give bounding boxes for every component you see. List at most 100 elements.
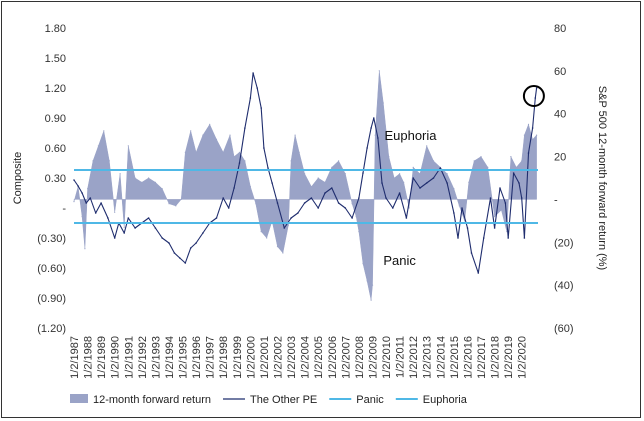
area-point — [515, 166, 517, 168]
area-point — [480, 156, 482, 158]
area-point — [393, 177, 395, 179]
line-point — [283, 227, 286, 229]
legend-swatch-12-month-forward-return — [70, 394, 88, 403]
right-axis-title: S&P 500 12-month forward return (%) — [596, 86, 608, 270]
area-point — [378, 70, 380, 72]
x-tick-label: 1/2/1993 — [150, 336, 162, 379]
line-point — [499, 187, 501, 189]
legend-label-12-month-forward-return: 12-month forward return — [93, 394, 211, 406]
x-tick-label: 1/2/2002 — [273, 336, 285, 379]
legend-label-panic: Panic — [356, 394, 384, 406]
area-point — [287, 224, 289, 226]
right-tick-label: (60) — [554, 323, 574, 335]
area-point — [87, 188, 89, 190]
area-point — [195, 151, 197, 153]
line-point — [276, 202, 279, 204]
series-area-12-month-forward-return — [73, 70, 537, 301]
right-tick-label: 60 — [554, 66, 566, 78]
x-tick-label: 1/2/2001 — [259, 336, 271, 379]
line-point — [202, 232, 204, 234]
line-point — [134, 227, 136, 229]
area-point — [374, 134, 376, 136]
line-point — [482, 237, 485, 239]
line-point — [73, 179, 75, 181]
area-point — [324, 181, 326, 183]
area-point — [351, 203, 353, 205]
line-point — [260, 107, 263, 109]
area-point — [84, 248, 86, 250]
area-point — [366, 280, 368, 282]
line-point — [425, 182, 428, 184]
area-point — [123, 226, 125, 228]
area-point — [523, 134, 526, 136]
line-layer — [73, 72, 538, 274]
left-tick-label: 1.20 — [45, 83, 66, 95]
line-point — [249, 97, 252, 99]
left-axis-title: Composite — [12, 152, 24, 205]
area-point — [184, 151, 186, 153]
line-point — [154, 227, 157, 229]
x-tick-label: 1/2/2005 — [313, 336, 325, 379]
legend-label-euphoria: Euphoria — [423, 394, 468, 406]
area-point — [532, 138, 534, 140]
axis-layer: 1.80 1.50 1.20 0.90 0.60 0.30 - (0.30) (0.60) (0.… — [12, 23, 608, 379]
line-point — [477, 272, 480, 274]
x-tick-label: 1/2/2017 — [476, 336, 488, 379]
area-point — [175, 205, 177, 207]
area-point — [468, 181, 470, 183]
left-tick-label: (0.30) — [37, 233, 66, 245]
line-point — [252, 72, 254, 74]
line-point — [147, 217, 150, 219]
area-point — [114, 211, 116, 213]
line-point — [233, 187, 235, 189]
x-tick-label: 1/2/1997 — [205, 336, 217, 379]
line-point — [107, 217, 109, 219]
area-point — [180, 198, 182, 200]
left-tick-label: (0.60) — [37, 263, 66, 275]
line-point — [432, 177, 435, 179]
line-point — [168, 242, 170, 244]
line-point — [535, 87, 538, 89]
area-point — [209, 123, 211, 125]
x-tick-label: 1/2/2013 — [422, 336, 434, 379]
area-point — [190, 130, 192, 132]
area-point — [202, 134, 204, 136]
area-point — [148, 177, 150, 179]
area-point — [304, 173, 306, 175]
line-point — [100, 202, 102, 204]
line-point — [344, 207, 347, 209]
line-point — [94, 212, 97, 214]
x-tick-label: 1/2/2012 — [408, 336, 420, 379]
area-point — [229, 134, 231, 136]
left-tick-label: 0.60 — [45, 143, 66, 155]
line-point — [324, 192, 326, 194]
x-tick-label: 1/2/2000 — [245, 336, 257, 379]
area-point — [282, 252, 284, 254]
line-point — [446, 182, 448, 184]
right-tick-label: - — [554, 194, 558, 206]
line-point — [507, 237, 510, 239]
area-point — [494, 216, 496, 218]
line-point — [453, 212, 455, 214]
x-tick-label: 1/2/1991 — [123, 336, 135, 379]
x-tick-label: 1/2/2016 — [463, 336, 475, 379]
area-point — [536, 134, 538, 136]
area-point — [103, 130, 105, 132]
area-point — [370, 299, 372, 301]
line-point — [351, 217, 353, 219]
line-point — [457, 237, 459, 239]
line-point — [77, 185, 79, 187]
line-point — [366, 147, 368, 149]
area-point — [244, 160, 246, 162]
x-tick-label: 1/2/2007 — [340, 336, 352, 379]
line-point — [377, 137, 379, 139]
line-point — [184, 262, 187, 264]
line-point — [523, 237, 526, 239]
area-point — [119, 173, 121, 175]
area-point — [432, 160, 435, 162]
x-tick-label: 1/2/2008 — [354, 336, 366, 379]
x-tick-label: 1/2/2014 — [435, 336, 447, 379]
x-tick-label: 1/2/1994 — [164, 336, 176, 379]
